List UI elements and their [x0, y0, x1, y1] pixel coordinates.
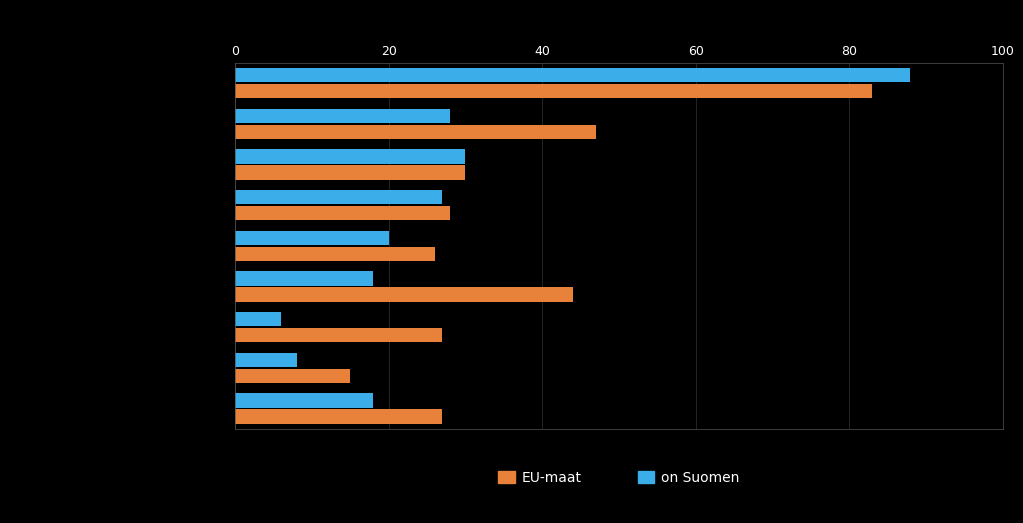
Bar	[235, 247, 435, 261]
Bar	[235, 353, 297, 367]
Bar	[235, 328, 442, 342]
Bar	[235, 393, 373, 408]
Bar	[235, 287, 573, 302]
Bar	[235, 271, 373, 286]
Bar	[235, 312, 281, 326]
Bar	[235, 190, 442, 204]
Bar	[235, 206, 450, 220]
Bar	[235, 231, 389, 245]
Bar	[235, 410, 442, 424]
Bar	[235, 124, 595, 139]
Bar	[235, 369, 350, 383]
Bar	[235, 68, 910, 82]
Bar	[235, 84, 872, 98]
Bar	[235, 165, 465, 179]
Legend: EU-maat, on Suomen: EU-maat, on Suomen	[493, 465, 745, 490]
Bar	[235, 150, 465, 164]
Bar	[235, 109, 450, 123]
